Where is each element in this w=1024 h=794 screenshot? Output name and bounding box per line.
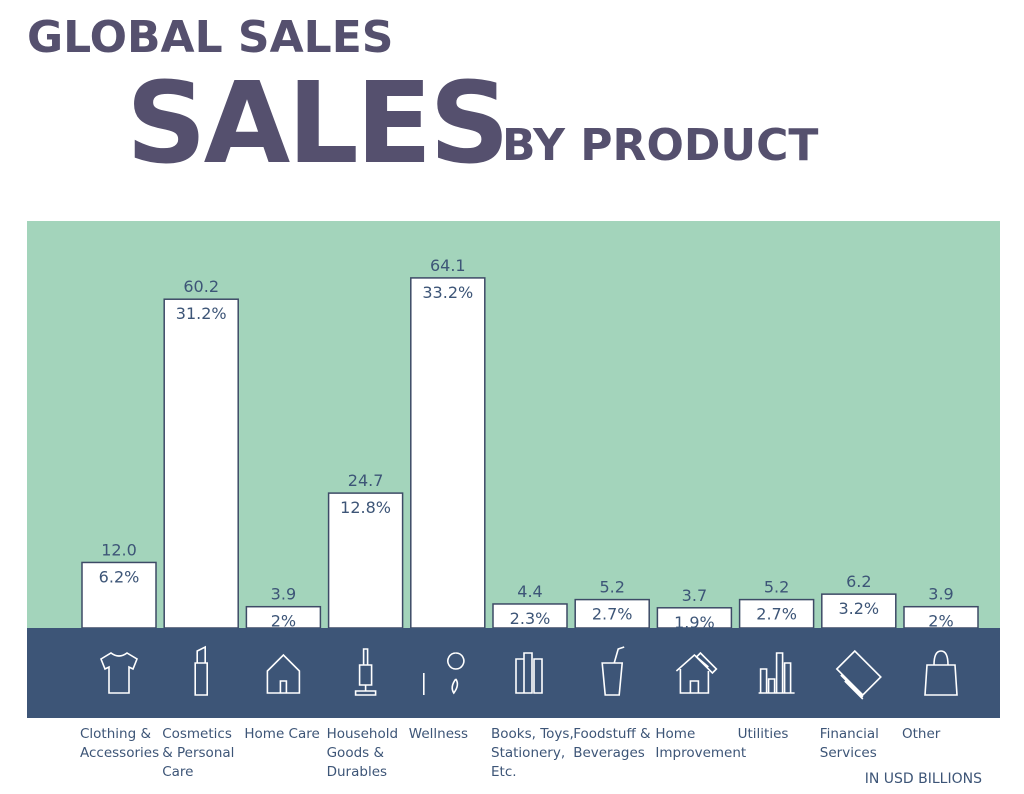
value-label: 5.2 — [764, 578, 789, 597]
value-label: 12.0 — [101, 540, 137, 559]
share-label: 12.8% — [340, 498, 391, 517]
x-tick-label: Etc. — [491, 764, 517, 780]
value-label: 3.7 — [682, 586, 707, 605]
x-tick-label: Financial — [820, 726, 879, 742]
value-label: 64.1 — [430, 256, 466, 275]
x-tick-label: Home — [655, 726, 695, 742]
x-tick-label: Accessories — [80, 745, 159, 761]
share-label: 33.2% — [422, 283, 473, 302]
bar — [81, 561, 157, 629]
value-label: 3.9 — [928, 585, 953, 604]
x-tick-label: Home Care — [244, 726, 319, 742]
x-tick-label: Care — [162, 764, 193, 780]
share-label: 1.9% — [674, 613, 715, 632]
x-tick-label: Improvement — [655, 745, 746, 761]
x-tick-label: Goods & — [327, 745, 385, 761]
chart-title: GLOBAL SALES — [27, 12, 393, 63]
share-label: 2.7% — [592, 605, 633, 624]
x-tick-label: Foodstuff & — [573, 726, 651, 742]
x-tick-label: Services — [820, 745, 877, 761]
category-icon — [601, 646, 625, 696]
bar — [492, 603, 568, 629]
x-tick-label: Utilities — [738, 726, 789, 742]
share-label: 2.3% — [510, 609, 551, 628]
category-icon — [100, 652, 138, 694]
chart-subtitle: SALES — [126, 59, 507, 189]
category-icon — [924, 650, 958, 696]
value-label: 24.7 — [348, 471, 384, 490]
share-label: 6.2% — [99, 567, 140, 586]
bar — [327, 492, 404, 629]
value-label: 60.2 — [183, 277, 219, 296]
icon-band — [27, 628, 1000, 718]
bar — [738, 598, 815, 629]
bar — [163, 298, 239, 629]
x-tick-label: Stationery, — [491, 745, 565, 761]
value-label: 6.2 — [846, 572, 871, 591]
share-label: 2% — [928, 612, 953, 631]
x-tick-label: Other — [902, 726, 941, 742]
x-tick-label: & Personal — [162, 745, 234, 761]
share-label: 3.2% — [838, 599, 879, 618]
share-label: 2% — [271, 612, 296, 631]
category-icon — [758, 652, 795, 694]
category-icon — [194, 645, 208, 696]
value-label: 5.2 — [599, 578, 624, 597]
x-tick-label: Household — [327, 726, 398, 742]
category-icon — [354, 648, 377, 696]
category-icon — [515, 652, 543, 694]
category-icon — [675, 651, 718, 694]
category-icon — [835, 649, 882, 700]
share-label: 2.7% — [756, 605, 797, 624]
value-label: 4.4 — [517, 582, 542, 601]
x-tick-label: Wellness — [409, 726, 468, 742]
bar — [410, 277, 486, 629]
value-label: 3.9 — [271, 585, 296, 604]
share-label: 31.2% — [176, 304, 227, 323]
x-tick-label: Durables — [327, 764, 387, 780]
x-tick-label: Cosmetics — [162, 726, 232, 742]
category-icon — [422, 652, 465, 695]
chart-subtitle-suffix: BY PRODUCT — [502, 120, 818, 171]
x-tick-label: Beverages — [573, 745, 645, 761]
x-tick-label: Books, Toys, — [491, 726, 574, 742]
unit-note: IN USD BILLIONS — [865, 771, 982, 787]
x-tick-label: Clothing & — [80, 726, 151, 742]
category-icon — [266, 653, 301, 694]
